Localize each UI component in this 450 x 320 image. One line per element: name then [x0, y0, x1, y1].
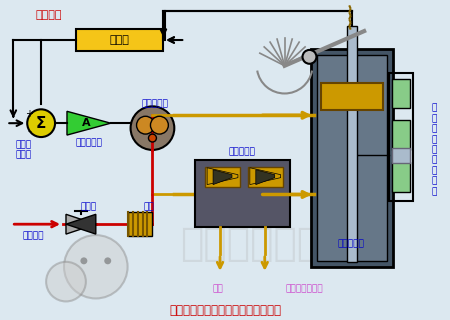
Bar — [321, 83, 383, 110]
Bar — [311, 49, 393, 267]
Circle shape — [81, 257, 87, 264]
Text: 控制器
来信号: 控制器 来信号 — [15, 140, 32, 160]
Polygon shape — [66, 214, 96, 234]
Circle shape — [302, 50, 316, 64]
Bar — [392, 148, 410, 163]
Text: 快速卸载阀: 快速卸载阀 — [229, 148, 255, 156]
Text: 激光设备工程: 激光设备工程 — [180, 225, 320, 263]
Text: 手动卸载: 手动卸载 — [36, 10, 63, 20]
Text: 回油: 回油 — [213, 284, 223, 293]
Bar — [392, 162, 410, 191]
Polygon shape — [256, 170, 274, 185]
Text: -: - — [27, 126, 31, 136]
Circle shape — [148, 134, 157, 142]
Circle shape — [46, 262, 86, 301]
Bar — [195, 160, 290, 227]
Text: 滤网: 滤网 — [143, 202, 154, 211]
Text: +: + — [25, 109, 33, 119]
Text: 主汽阀危急遮断: 主汽阀危急遮断 — [286, 284, 323, 293]
Text: 电液转换器: 电液转换器 — [142, 99, 169, 108]
Text: 伺服放大器: 伺服放大器 — [76, 139, 102, 148]
Text: 高压供油: 高压供油 — [22, 232, 44, 241]
Circle shape — [130, 106, 174, 150]
Bar — [248, 167, 283, 187]
Text: 隔绝阀: 隔绝阀 — [81, 202, 97, 211]
Bar — [205, 167, 240, 187]
Bar — [347, 26, 357, 262]
Polygon shape — [207, 168, 238, 185]
Bar — [392, 120, 410, 150]
Circle shape — [64, 235, 128, 299]
Circle shape — [150, 116, 168, 134]
Text: 线
性
位
移
差
动
变
送
器: 线 性 位 移 差 动 变 送 器 — [431, 104, 436, 196]
Text: 单侧油动机: 单侧油动机 — [338, 239, 364, 249]
Circle shape — [136, 116, 154, 134]
Text: 高压主汽阀和调节汽阀的工作原理图: 高压主汽阀和调节汽阀的工作原理图 — [169, 304, 281, 317]
Bar — [128, 212, 153, 236]
Text: Σ: Σ — [36, 116, 46, 131]
Bar — [392, 79, 410, 108]
Polygon shape — [66, 214, 96, 234]
Polygon shape — [213, 170, 232, 185]
Text: A: A — [81, 118, 90, 128]
Bar — [76, 29, 163, 51]
Polygon shape — [67, 111, 111, 135]
Bar — [389, 73, 413, 201]
Polygon shape — [250, 168, 281, 185]
Bar — [317, 55, 387, 261]
Circle shape — [27, 109, 55, 137]
Circle shape — [104, 257, 111, 264]
Text: 解耦器: 解耦器 — [110, 35, 130, 45]
